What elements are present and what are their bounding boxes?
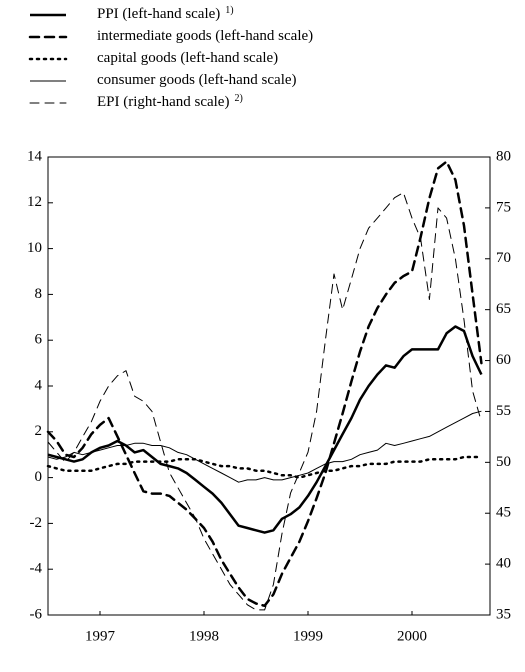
series-line [47,410,482,483]
legend-name: EPI (right-hand scale) [97,94,229,110]
y-tick-label: -6 [30,606,43,622]
y-tick-label: 2 [35,423,43,439]
legend-label: EPI (right-hand scale) 2) [97,93,243,110]
y-tick-label: 6 [35,332,43,348]
y2-tick-label: 75 [496,199,511,215]
y-tick-label: -4 [30,561,43,577]
legend-label: capital goods (left-hand scale) [97,50,278,66]
y2-tick-label: 70 [496,250,511,266]
series-line [46,160,483,608]
x-tick-label: 1997 [85,628,116,644]
y-tick-label: -2 [30,515,43,531]
y2-tick-label: 60 [496,352,511,368]
y-tick-label: 10 [27,240,42,256]
legend-label: PPI (left-hand scale) 1) [97,5,234,22]
y2-tick-label: 65 [496,301,511,317]
y-tick-label: 0 [35,469,43,485]
y2-tick-label: 50 [496,454,511,470]
x-tick-label: 1998 [189,628,219,644]
legend-name: intermediate goods (left-hand scale) [97,28,313,44]
y-tick-label: 8 [35,286,43,302]
y-tick-label: 12 [27,194,42,210]
x-tick-label: 2000 [397,628,427,644]
y2-tick-label: 80 [496,148,511,164]
legend-name: consumer goods (left-hand scale) [97,72,297,88]
legend-name: capital goods (left-hand scale) [97,50,278,66]
legend-name: PPI (left-hand scale) [97,6,220,22]
legend-label: intermediate goods (left-hand scale) [97,28,313,44]
y2-tick-label: 35 [496,606,511,622]
y2-tick-label: 55 [496,403,511,419]
y-tick-label: 4 [35,377,43,393]
y2-tick-label: 45 [496,505,511,521]
legend-footnote: 1) [225,5,233,16]
series-line [47,325,483,534]
legend-label: consumer goods (left-hand scale) [97,72,297,88]
series-line [47,192,482,611]
y-tick-label: 14 [27,148,43,164]
series-line [46,455,483,479]
x-tick-label: 1999 [293,628,323,644]
y2-tick-label: 40 [496,556,511,572]
legend-footnote: 2) [234,93,242,104]
